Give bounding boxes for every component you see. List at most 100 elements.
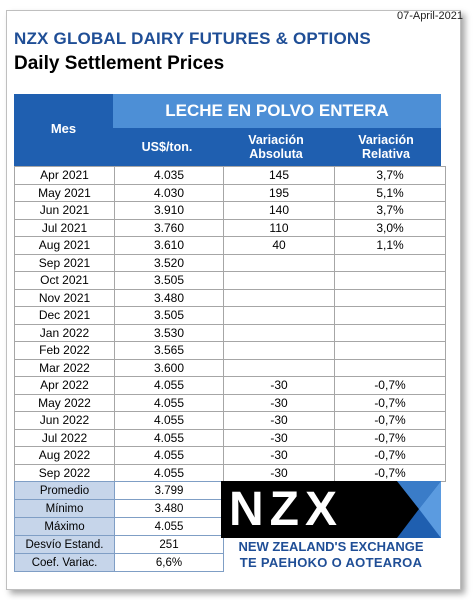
cell-usd: 3.565 <box>114 341 224 360</box>
cell-usd: 3.505 <box>114 271 224 290</box>
cell-variacion-relativa <box>334 323 446 342</box>
cell-usd: 3.600 <box>114 358 224 377</box>
cell-mes: Mar 2022 <box>14 358 115 377</box>
cell-variacion-relativa <box>334 341 446 360</box>
table-row: Mar 2022 3.600 <box>14 358 446 377</box>
stats-row: Máximo 4.055 <box>14 517 224 536</box>
table-row: Aug 2022 4.055 -30 -0,7% <box>14 446 446 465</box>
table-row: Sep 2022 4.055 -30 -0,7% <box>14 463 446 482</box>
cell-variacion-absoluta: -30 <box>223 446 335 465</box>
cell-mes: Aug 2022 <box>14 446 115 465</box>
stats-row: Coef. Variac. 6,6% <box>14 553 224 572</box>
cell-variacion-absoluta <box>223 271 335 290</box>
cell-variacion-absoluta: -30 <box>223 463 335 482</box>
logo-tagline-en: NEW ZEALAND'S EXCHANGE <box>238 539 424 554</box>
table-row: Jun 2021 3.910 140 3,7% <box>14 201 446 220</box>
table-row: May 2021 4.030 195 5,1% <box>14 183 446 202</box>
table-row: Apr 2022 4.055 -30 -0,7% <box>14 376 446 395</box>
stats-row: Desvío Estand. 251 <box>14 535 224 554</box>
cell-variacion-relativa <box>334 288 446 307</box>
stats-value: 251 <box>114 535 224 554</box>
logo-text: NZX <box>229 483 343 536</box>
table-row: Jun 2022 4.055 -30 -0,7% <box>14 411 446 430</box>
cell-variacion-relativa: -0,7% <box>334 463 446 482</box>
cell-variacion-absoluta <box>223 288 335 307</box>
cell-usd: 3.610 <box>114 236 224 255</box>
product-header: LECHE EN POLVO ENTERA <box>113 94 441 128</box>
nzx-logo: NZX NEW ZEALAND'S EXCHANGE TE PAEHOKO O … <box>221 481 441 571</box>
cell-mes: Jun 2021 <box>14 201 115 220</box>
table-row: May 2022 4.055 -30 -0,7% <box>14 393 446 412</box>
cell-usd: 4.055 <box>114 446 224 465</box>
cell-usd: 4.055 <box>114 393 224 412</box>
table-row: Jan 2022 3.530 <box>14 323 446 342</box>
cell-usd: 3.480 <box>114 288 224 307</box>
cell-variacion-absoluta: -30 <box>223 428 335 447</box>
cell-usd: 4.055 <box>114 428 224 447</box>
cell-variacion-relativa <box>334 253 446 272</box>
cell-variacion-relativa: 5,1% <box>334 183 446 202</box>
stats-label: Mínimo <box>14 499 115 518</box>
cell-mes: Jun 2022 <box>14 411 115 430</box>
stats-value: 3.480 <box>114 499 224 518</box>
cell-variacion-relativa <box>334 306 446 325</box>
header-line: Relativa <box>362 147 410 161</box>
cell-variacion-absoluta <box>223 306 335 325</box>
header-line: Variación <box>248 133 304 147</box>
table-row: Jul 2021 3.760 110 3,0% <box>14 218 446 237</box>
cell-mes: Feb 2022 <box>14 341 115 360</box>
cell-mes: Jul 2021 <box>14 218 115 237</box>
cell-mes: Jul 2022 <box>14 428 115 447</box>
cell-usd: 3.530 <box>114 323 224 342</box>
table-row: Sep 2021 3.520 <box>14 253 446 272</box>
cell-usd: 4.055 <box>114 376 224 395</box>
stats-row: Mínimo 3.480 <box>14 499 224 518</box>
stats-label: Máximo <box>14 517 115 536</box>
stats-table: Promedio 3.799 Mínimo 3.480 Máximo 4.055 Desví… <box>14 481 224 572</box>
cell-usd: 3.910 <box>114 201 224 220</box>
logo-tagline-mi: TE PAEHOKO O AOTEAROA <box>239 555 423 570</box>
table-row: Feb 2022 3.565 <box>14 341 446 360</box>
column-header-usd: US$/ton. <box>113 128 221 166</box>
cell-mes: Oct 2021 <box>14 271 115 290</box>
table-row: Oct 2021 3.505 <box>14 271 446 290</box>
cell-mes: May 2022 <box>14 393 115 412</box>
cell-usd: 3.505 <box>114 306 224 325</box>
cell-variacion-relativa <box>334 358 446 377</box>
cell-variacion-absoluta: 145 <box>223 166 335 185</box>
cell-mes: May 2021 <box>14 183 115 202</box>
logo-x-mark <box>397 481 441 538</box>
settlement-table: Apr 2021 4.035 145 3,7% May 2021 4.030 195 5,1%… <box>14 166 446 482</box>
cell-variacion-relativa: -0,7% <box>334 446 446 465</box>
cell-mes: Apr 2021 <box>14 166 115 185</box>
cell-variacion-relativa: 1,1% <box>334 236 446 255</box>
cell-mes: Sep 2021 <box>14 253 115 272</box>
cell-variacion-absoluta <box>223 341 335 360</box>
cell-variacion-relativa: -0,7% <box>334 428 446 447</box>
cell-variacion-absoluta: -30 <box>223 376 335 395</box>
cell-usd: 4.055 <box>114 411 224 430</box>
table-row: Apr 2021 4.035 145 3,7% <box>14 166 446 185</box>
cell-variacion-relativa: -0,7% <box>334 376 446 395</box>
cell-usd: 4.055 <box>114 463 224 482</box>
header-line: Variación <box>358 133 414 147</box>
cell-variacion-relativa: -0,7% <box>334 393 446 412</box>
cell-usd: 3.520 <box>114 253 224 272</box>
column-header-mes: Mes <box>14 94 113 166</box>
logo-black-block: NZX <box>221 481 441 538</box>
column-header-variacion-relativa: Variación Relativa <box>331 128 441 166</box>
brand-title: NZX GLOBAL DAIRY FUTURES & OPTIONS <box>14 29 371 48</box>
cell-variacion-absoluta <box>223 358 335 377</box>
stats-label: Desvío Estand. <box>14 535 115 554</box>
cell-mes: Sep 2022 <box>14 463 115 482</box>
cell-variacion-absoluta <box>223 253 335 272</box>
column-header-variacion-absoluta: Variación Absoluta <box>221 128 331 166</box>
cell-usd: 3.760 <box>114 218 224 237</box>
cell-mes: Nov 2021 <box>14 288 115 307</box>
stats-label: Coef. Variac. <box>14 553 115 572</box>
cell-variacion-absoluta: 40 <box>223 236 335 255</box>
cell-mes: Dec 2021 <box>14 306 115 325</box>
cell-variacion-relativa: -0,7% <box>334 411 446 430</box>
table-row: Dec 2021 3.505 <box>14 306 446 325</box>
cell-variacion-absoluta: 110 <box>223 218 335 237</box>
